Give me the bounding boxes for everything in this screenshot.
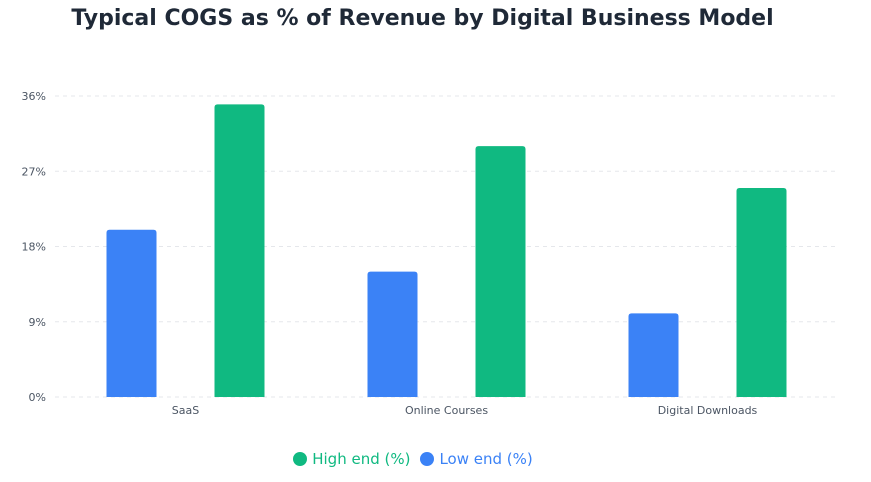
grid-lines xyxy=(55,95,838,398)
x-axis: SaaS Online Courses Digital Downloads xyxy=(172,404,758,417)
y-tick-label: 9% xyxy=(29,316,46,329)
legend-item[interactable]: Low end (%) xyxy=(420,450,533,468)
x-tick-label: Online Courses xyxy=(405,404,488,417)
legend-label: Low end (%) xyxy=(439,450,533,468)
bar-chart: 0% 9% 18% 27% 36% SaaS Online Courses Digital … xyxy=(22,90,838,417)
legend-marker xyxy=(420,452,435,466)
chart-title: Typical COGS as % of Revenue by Digital … xyxy=(71,6,774,31)
legend-marker xyxy=(293,452,308,466)
bar-high xyxy=(475,146,526,397)
legend: High end (%) Low end (%) xyxy=(0,450,826,468)
bar-low xyxy=(106,229,157,397)
legend-label: High end (%) xyxy=(312,450,411,468)
x-tick-label: Digital Downloads xyxy=(658,404,758,417)
bar-high xyxy=(214,104,265,397)
bar-low xyxy=(367,271,418,397)
y-tick-label: 18% xyxy=(22,241,46,254)
y-axis: 0% 9% 18% 27% 36% xyxy=(22,90,46,404)
x-tick-label: SaaS xyxy=(172,404,199,417)
bar-low xyxy=(628,313,679,397)
y-tick-label: 36% xyxy=(22,90,46,103)
bars xyxy=(106,104,787,397)
y-tick-label: 27% xyxy=(22,165,46,178)
bar-high xyxy=(736,187,787,397)
legend-item[interactable]: High end (%) xyxy=(293,450,410,468)
y-tick-label: 0% xyxy=(29,391,46,404)
